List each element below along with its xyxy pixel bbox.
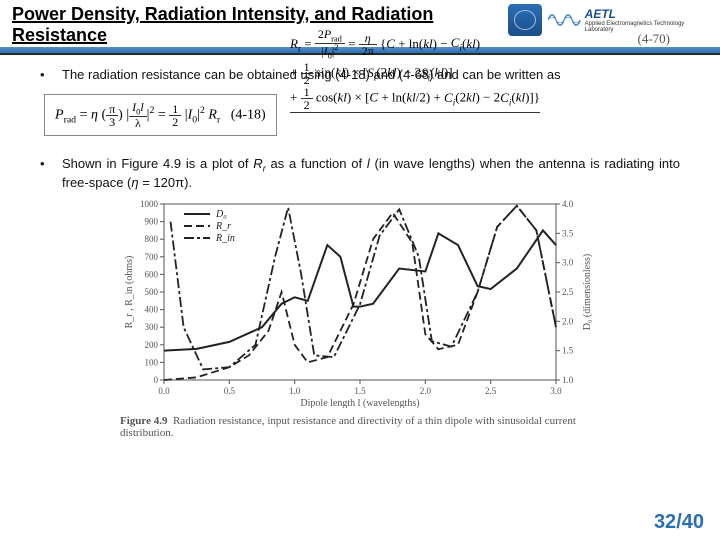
figure-4-9: 0.0 0.5 1.0 1.5 2.0 2.5 3.0 0 100 200 300 400 500 600… bbox=[120, 198, 600, 439]
svg-text:700: 700 bbox=[145, 251, 159, 261]
eq-418-label: (4-18) bbox=[231, 107, 266, 122]
svg-text:1.5: 1.5 bbox=[562, 345, 574, 355]
bullet-2-text: Shown in Figure 4.9 is a plot of Rr as a… bbox=[62, 156, 680, 191]
svg-text:2.5: 2.5 bbox=[562, 287, 574, 297]
lab-fullname: Applied Electromagnetics Technology Labo… bbox=[585, 21, 708, 34]
lab-text: AETL Applied Electromagnetics Technology… bbox=[585, 7, 708, 34]
svg-text:2.0: 2.0 bbox=[420, 386, 432, 396]
svg-text:300: 300 bbox=[145, 322, 159, 332]
lab-acronym: AETL bbox=[585, 7, 708, 21]
svg-text:200: 200 bbox=[145, 339, 159, 349]
bullet-icon: • bbox=[40, 156, 48, 191]
wave-icon bbox=[548, 6, 580, 34]
svg-text:0.0: 0.0 bbox=[158, 386, 170, 396]
svg-text:2.5: 2.5 bbox=[485, 386, 497, 396]
chart-svg: 0.0 0.5 1.0 1.5 2.0 2.5 3.0 0 100 200 300 400 500 600… bbox=[120, 198, 600, 408]
svg-text:100: 100 bbox=[145, 357, 159, 367]
svg-text:500: 500 bbox=[145, 287, 159, 297]
svg-text:3.0: 3.0 bbox=[562, 257, 574, 267]
svg-text:R_r , R_in (ohms): R_r , R_in (ohms) bbox=[124, 255, 135, 328]
bullet-1-text: The radiation resistance can be obtained… bbox=[62, 67, 680, 83]
svg-text:0: 0 bbox=[154, 375, 159, 385]
svg-text:R_in: R_in bbox=[215, 233, 235, 244]
svg-text:4.0: 4.0 bbox=[562, 199, 574, 209]
svg-text:3.5: 3.5 bbox=[562, 228, 574, 238]
figure-caption-label: Figure 4.9 bbox=[120, 415, 167, 427]
svg-text:600: 600 bbox=[145, 269, 159, 279]
svg-text:800: 800 bbox=[145, 234, 159, 244]
svg-text:R_r: R_r bbox=[215, 221, 231, 232]
figure-caption-text: Radiation resistance, input resistance a… bbox=[120, 415, 576, 439]
svg-text:400: 400 bbox=[145, 304, 159, 314]
svg-text:1.0: 1.0 bbox=[562, 375, 574, 385]
logo-group: AETL Applied Electromagnetics Technology… bbox=[508, 4, 708, 36]
svg-text:D₀: D₀ bbox=[215, 209, 227, 220]
svg-text:0.5: 0.5 bbox=[224, 386, 236, 396]
svg-text:1000: 1000 bbox=[140, 199, 159, 209]
svg-text:D₀ (dimensionless): D₀ (dimensionless) bbox=[582, 253, 593, 330]
figure-caption: Figure 4.9 Radiation resistance, input r… bbox=[120, 415, 600, 439]
slide-body: • The radiation resistance can be obtain… bbox=[0, 59, 720, 438]
university-badge-icon bbox=[508, 4, 542, 36]
svg-text:Dipole length l (wavelengths): Dipole length l (wavelengths) bbox=[300, 398, 419, 408]
page-total: 40 bbox=[682, 511, 704, 533]
bullet-1: • The radiation resistance can be obtain… bbox=[40, 67, 680, 83]
bullet-icon: • bbox=[40, 67, 48, 83]
svg-text:2.0: 2.0 bbox=[562, 316, 574, 326]
lab-logo: AETL Applied Electromagnetics Technology… bbox=[548, 6, 708, 34]
svg-text:1.0: 1.0 bbox=[289, 386, 301, 396]
bullet-2: • Shown in Figure 4.9 is a plot of Rr as… bbox=[40, 156, 680, 191]
slide-title: Power Density, Radiation Intensity, and … bbox=[12, 4, 508, 45]
page-number: 32/40 bbox=[654, 511, 704, 534]
svg-text:1.5: 1.5 bbox=[354, 386, 366, 396]
page-current: 32 bbox=[654, 511, 676, 533]
svg-text:900: 900 bbox=[145, 216, 159, 226]
equation-4-18: Prad = η (π3) |I0lλ|2 = 12 |I0|2 Rr (4-1… bbox=[44, 94, 277, 137]
svg-text:3.0: 3.0 bbox=[550, 386, 562, 396]
